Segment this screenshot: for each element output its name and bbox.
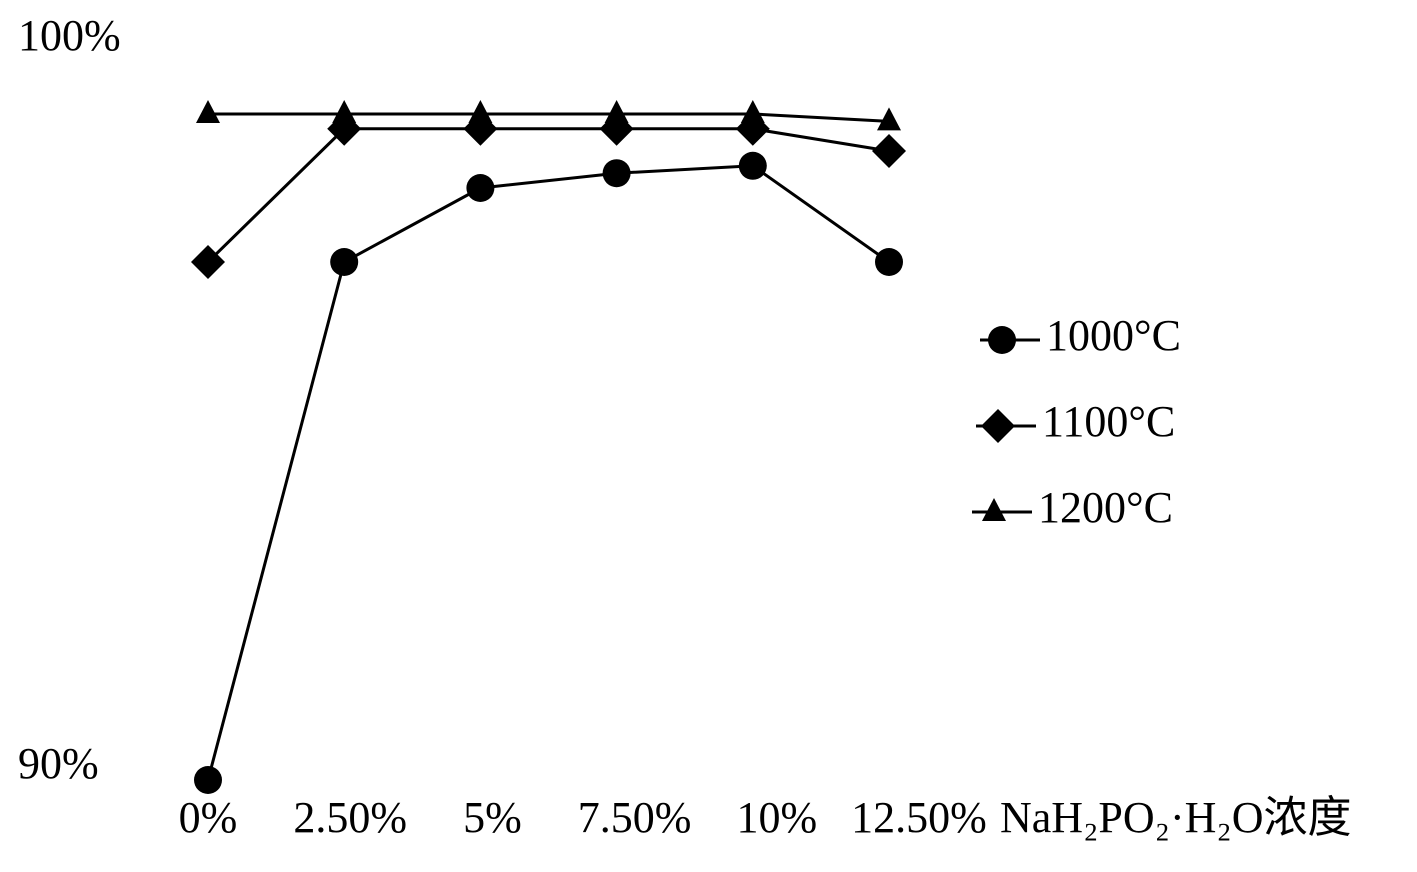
- series-line: [208, 112, 890, 123]
- legend-label: 1200°C: [1038, 483, 1173, 532]
- data-point: [872, 134, 906, 168]
- x-tick-label: 5%: [463, 793, 522, 842]
- x-tick-label: 7.50%: [578, 793, 692, 842]
- data-point: [738, 151, 767, 180]
- series-line: [206, 164, 890, 781]
- data-point: [468, 100, 493, 123]
- series-line: [206, 127, 890, 264]
- data-point: [196, 100, 220, 123]
- data-point: [604, 100, 629, 123]
- data-point: [877, 107, 901, 131]
- data-point: [332, 100, 357, 123]
- y-tick-label: 90%: [18, 739, 99, 788]
- x-tick-label: 0%: [179, 793, 238, 842]
- data-point: [602, 159, 631, 188]
- data-point: [875, 248, 903, 276]
- x-tick-label: 2.50%: [293, 793, 407, 842]
- data-point: [191, 245, 225, 279]
- legend-label: 1000°C: [1046, 311, 1181, 360]
- data-point: [740, 100, 765, 123]
- x-tick-label: 10%: [736, 793, 817, 842]
- data-point: [466, 174, 495, 202]
- x-tick-label: 12.50%: [851, 793, 987, 842]
- legend-marker: [981, 409, 1015, 443]
- legend-marker: [982, 498, 1006, 521]
- x-axis-label: NaH₂PO₂·H₂O浓度: [1000, 793, 1352, 842]
- data-point: [330, 248, 359, 276]
- y-tick-label: 100%: [18, 11, 121, 60]
- legend-marker: [988, 326, 1016, 354]
- data-point: [194, 766, 222, 794]
- legend-label: 1100°C: [1042, 397, 1175, 446]
